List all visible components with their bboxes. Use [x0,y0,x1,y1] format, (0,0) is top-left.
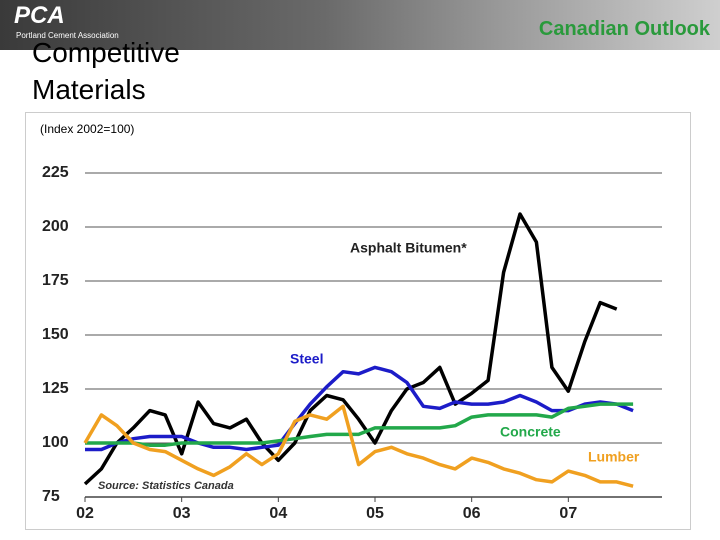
header-band [0,0,720,50]
x-tick-label: 03 [173,505,191,522]
series-line [83,212,618,486]
logo: PCA [14,2,65,29]
x-tick-label: 02 [76,505,94,522]
y-tick-label: 150 [42,326,69,343]
x-tick-label: 04 [269,505,287,522]
series-label: Steel [290,351,323,367]
y-tick-label: 100 [42,434,69,451]
slide-title: Competitive Materials [32,37,180,105]
organization: Portland Cement Association [16,31,119,40]
y-tick-label: 200 [42,218,69,235]
x-tick-label: 06 [463,505,481,522]
y-tick-label: 225 [42,164,69,181]
series-label: Lumber [588,449,640,465]
x-tick-label: 07 [559,505,577,522]
series-line [85,402,634,447]
y-tick-label: 175 [42,272,69,289]
series-line [85,365,634,452]
section-title: Canadian Outlook [538,18,710,40]
subtitle: (Index 2002=100) [40,122,134,136]
series-line [83,404,634,488]
series-label: Asphalt Bitumen* [350,240,467,256]
y-tick-label: 75 [42,488,60,505]
y-tick-label: 125 [42,380,69,397]
x-tick-label: 05 [366,505,384,522]
source-note: Source: Statistics Canada [98,480,234,492]
series-label: Concrete [500,424,561,440]
